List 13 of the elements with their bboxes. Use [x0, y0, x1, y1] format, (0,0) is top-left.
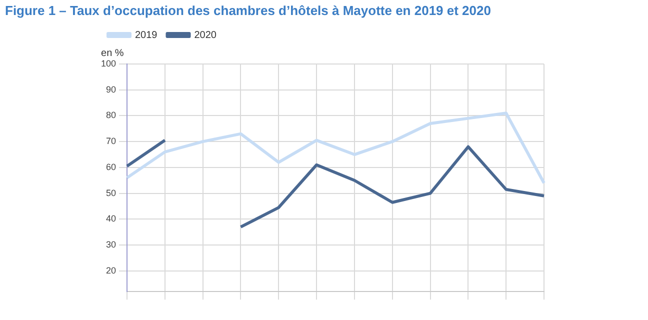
y-tick-label: 60 [106, 162, 116, 172]
y-tick-label: 20 [106, 265, 116, 276]
y-tick-label: 50 [106, 188, 116, 198]
y-tick-label: 40 [106, 214, 116, 224]
y-tick-label: 100 [100, 58, 116, 68]
legend-label: 2020 [194, 30, 217, 41]
y-axis-title: en % [101, 48, 124, 59]
chart-title: Figure 1 – Taux d’occupation des chambres d’hôtels à Mayotte en 2019 et 2020 [5, 3, 491, 18]
legend-label: 2019 [135, 30, 158, 41]
y-tick-label: 80 [106, 110, 116, 120]
y-tick-label: 30 [106, 240, 116, 250]
y-tick-label: 90 [106, 84, 116, 94]
y-tick-label: 70 [106, 136, 116, 146]
